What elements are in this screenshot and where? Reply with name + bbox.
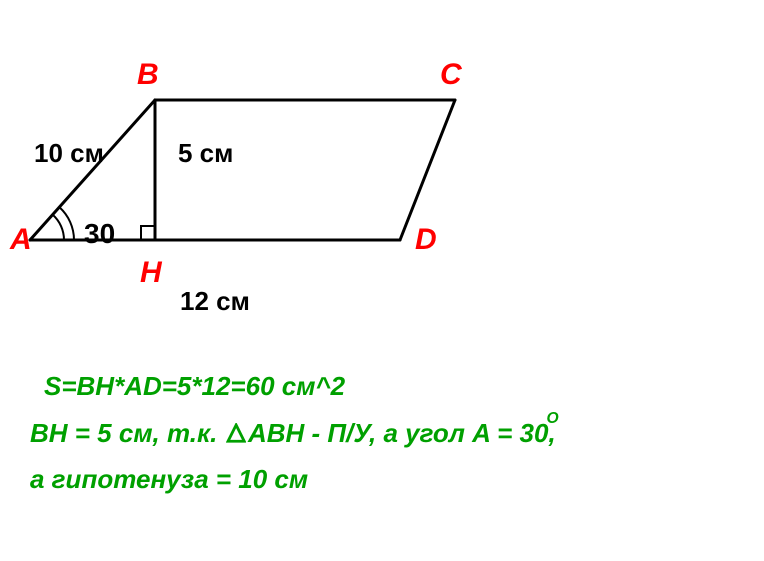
formula-line-hypotenuse: а гипотенуза = 10 см xyxy=(30,463,730,496)
diagram-stage: A B C D H 10 см 5 см 12 см 30О S=BH*AD=5… xyxy=(0,0,764,561)
vertex-label-c: C xyxy=(440,60,462,90)
angle-label-a: 30О xyxy=(84,220,764,248)
vertex-label-a: A xyxy=(10,225,32,255)
vertex-label-h: H xyxy=(140,258,162,288)
bh-reason-rest: ABH - П/У, а угол A = 30О xyxy=(248,418,548,448)
dimension-label-ad: 12 см xyxy=(180,288,250,314)
dimension-label-bh: 5 см xyxy=(178,140,233,166)
angle-value: 30 xyxy=(84,218,115,249)
triangle-icon xyxy=(226,423,246,443)
dimension-label-ab: 10 см xyxy=(34,140,104,166)
solution-text-block: S=BH*AD=5*12=60 см^2 BH = 5 см, т.к. ABH… xyxy=(30,370,730,510)
bh-reason-text: ABH - П/У, а угол A = 30 xyxy=(248,418,548,448)
degree-mark-icon: О xyxy=(546,409,558,428)
vertex-label-b: B xyxy=(137,60,159,90)
formula-line-area: S=BH*AD=5*12=60 см^2 xyxy=(30,370,730,403)
formula-line-bh-reason: BH = 5 см, т.к. ABH - П/У, а угол A = 30… xyxy=(30,417,730,450)
bh-reason-prefix: BH = 5 см, т.к. xyxy=(30,418,225,448)
